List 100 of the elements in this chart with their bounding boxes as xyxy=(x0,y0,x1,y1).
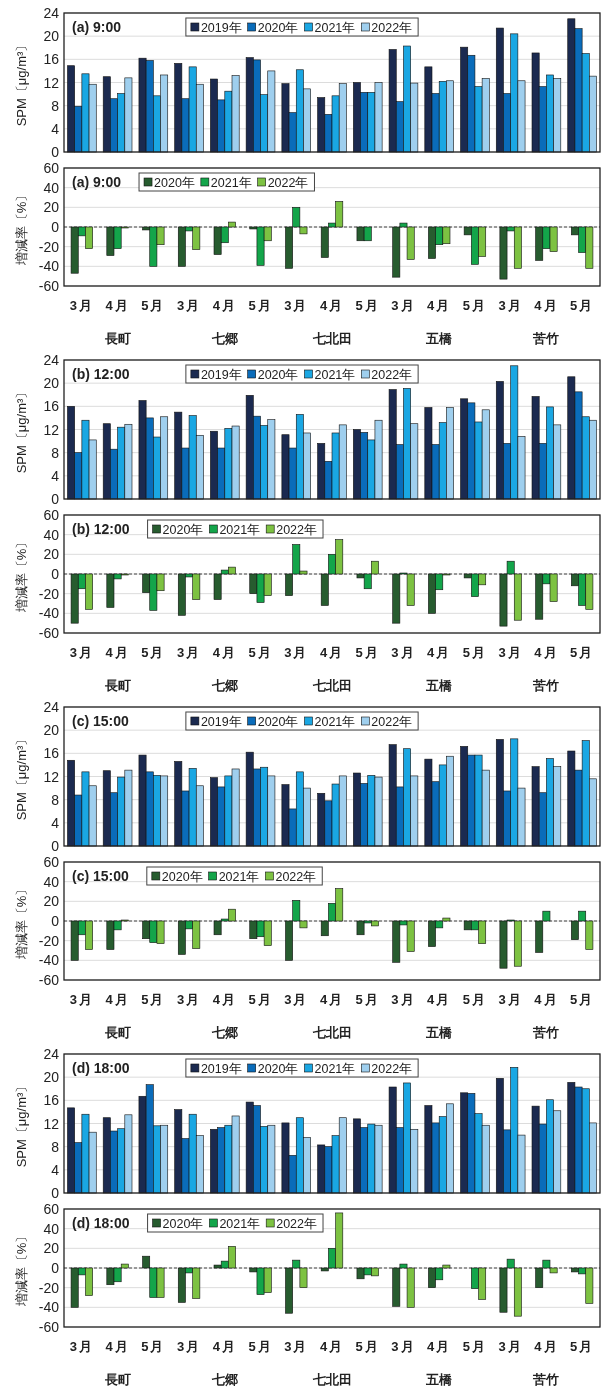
chart-title: (a) 9:00 xyxy=(72,19,122,35)
y-tick-label: 60 xyxy=(43,160,60,176)
y-tick-label: 8 xyxy=(51,97,60,114)
y-tick-label: -20 xyxy=(38,1279,60,1296)
y-tick-label: -40 xyxy=(38,1299,60,1316)
legend-label: 2020年 xyxy=(257,1062,299,1076)
y-tick-label: -40 xyxy=(38,605,60,622)
x-tick-label: 5月 xyxy=(462,992,488,1007)
text: 七北田 xyxy=(311,678,352,693)
x-tick-label: 4月 xyxy=(212,645,237,660)
y-tick-label: -60 xyxy=(38,1319,60,1335)
x-tick-label: 5月 xyxy=(462,1339,488,1354)
x-tick-label: 4月 xyxy=(105,645,130,660)
y-tick-label: 4 xyxy=(51,120,60,137)
chart-title: (d) 18:00 xyxy=(72,1060,130,1076)
x-tick-label: 4月 xyxy=(319,1339,345,1354)
x-tick-label: 3月 xyxy=(176,1339,202,1354)
legend-label: 2020年 xyxy=(154,176,195,190)
y-tick-label: 0 xyxy=(51,913,60,929)
y-tick-label: 40 xyxy=(43,179,60,196)
y-tick-label: 24 xyxy=(43,352,60,368)
legend-label: 2020年 xyxy=(257,368,299,382)
y-tick-label: 0 xyxy=(51,219,60,235)
text: 苦竹 xyxy=(532,1025,560,1040)
text: 七郷 xyxy=(210,678,238,693)
legend-label: 2021年 xyxy=(218,870,260,884)
y-tick-label: 0 xyxy=(51,144,60,160)
x-tick-label: 3月 xyxy=(176,992,202,1007)
text: 苦竹 xyxy=(532,331,560,346)
x-tick-label: 4月 xyxy=(105,1339,130,1354)
y-axis-title: 増減率〔%〕 xyxy=(14,535,29,614)
legend-label: 2021年 xyxy=(210,176,252,190)
legend-label: 2021年 xyxy=(219,523,261,537)
legend-label: 2020年 xyxy=(257,21,299,35)
chart-title: (c) 15:00 xyxy=(72,868,130,884)
y-axis-title: SPM〔μg/m³〕 xyxy=(14,385,29,474)
y-tick-label: 40 xyxy=(43,526,60,543)
x-tick-label: 5月 xyxy=(462,645,488,660)
chart-title: (d) 18:00 xyxy=(72,1215,130,1231)
x-tick-label: 4月 xyxy=(319,992,345,1007)
y-tick-label: 20 xyxy=(43,199,60,216)
text: 七郷 xyxy=(210,1372,238,1387)
legend-label: 2021年 xyxy=(314,715,356,729)
x-tick-label: 5月 xyxy=(141,1339,166,1354)
text: 長町 xyxy=(103,331,131,346)
y-tick-label: 8 xyxy=(51,444,60,461)
legend-label: 2022年 xyxy=(267,176,309,190)
x-tick-label: 5月 xyxy=(462,298,488,313)
text: 長町 xyxy=(103,678,131,693)
legend-label: 2022年 xyxy=(371,715,413,729)
legend-label: 2022年 xyxy=(371,368,413,382)
x-tick-label: 3月 xyxy=(69,1339,94,1354)
y-axis-title: 増減率〔%〕 xyxy=(14,1229,29,1308)
x-tick-label: 5月 xyxy=(355,992,380,1007)
x-tick-label: 3月 xyxy=(284,992,309,1007)
y-tick-label: -40 xyxy=(38,952,60,969)
y-axis-title: 増減率〔%〕 xyxy=(14,188,29,267)
y-tick-label: 60 xyxy=(43,1201,60,1217)
x-tick-label: 4月 xyxy=(534,1339,559,1354)
x-tick-label: 3月 xyxy=(391,1339,416,1354)
x-tick-label: 3月 xyxy=(498,1339,523,1354)
legend-label: 2020年 xyxy=(162,1217,204,1231)
y-tick-label: 16 xyxy=(43,745,60,762)
legend-label: 2021年 xyxy=(219,1217,261,1231)
y-tick-label: 12 xyxy=(43,74,60,91)
legend-label: 2022年 xyxy=(371,1062,413,1076)
y-tick-label: -60 xyxy=(38,972,60,988)
x-tick-label: 4月 xyxy=(212,992,237,1007)
y-tick-label: 20 xyxy=(43,893,60,910)
text: 五橋 xyxy=(425,331,454,346)
x-tick-label: 3月 xyxy=(69,645,94,660)
y-tick-label: 0 xyxy=(51,1185,60,1201)
x-tick-label: 3月 xyxy=(391,992,416,1007)
y-tick-label: 16 xyxy=(43,1092,60,1109)
x-tick-label: 3月 xyxy=(498,645,523,660)
text: 七郷 xyxy=(210,331,238,346)
text: 苦竹 xyxy=(532,1372,560,1387)
x-tick-label: 5月 xyxy=(355,1339,380,1354)
legend-label: 2022年 xyxy=(276,1217,318,1231)
legend-label: 2022年 xyxy=(371,21,413,35)
x-tick-label: 4月 xyxy=(427,1339,452,1354)
x-tick-label: 4月 xyxy=(212,298,237,313)
y-tick-label: 20 xyxy=(43,28,60,45)
x-tick-label: 5月 xyxy=(141,992,166,1007)
y-axis-title: SPM〔μg/m³〕 xyxy=(14,1079,29,1168)
x-tick-label: 5月 xyxy=(141,645,166,660)
text: 七北田 xyxy=(311,1025,352,1040)
x-tick-label: 5月 xyxy=(570,645,595,660)
x-tick-label: 5月 xyxy=(355,298,380,313)
x-tick-label: 5月 xyxy=(355,645,380,660)
y-tick-label: 16 xyxy=(43,51,60,68)
x-tick-label: 3月 xyxy=(69,992,94,1007)
y-tick-label: 4 xyxy=(51,814,60,831)
x-tick-label: 4月 xyxy=(319,645,345,660)
y-tick-label: 24 xyxy=(43,699,60,715)
y-tick-label: 20 xyxy=(43,1240,60,1257)
x-tick-label: 4月 xyxy=(427,645,452,660)
x-tick-label: 4月 xyxy=(427,992,452,1007)
y-tick-label: -20 xyxy=(38,238,60,255)
x-tick-label: 3月 xyxy=(391,298,416,313)
